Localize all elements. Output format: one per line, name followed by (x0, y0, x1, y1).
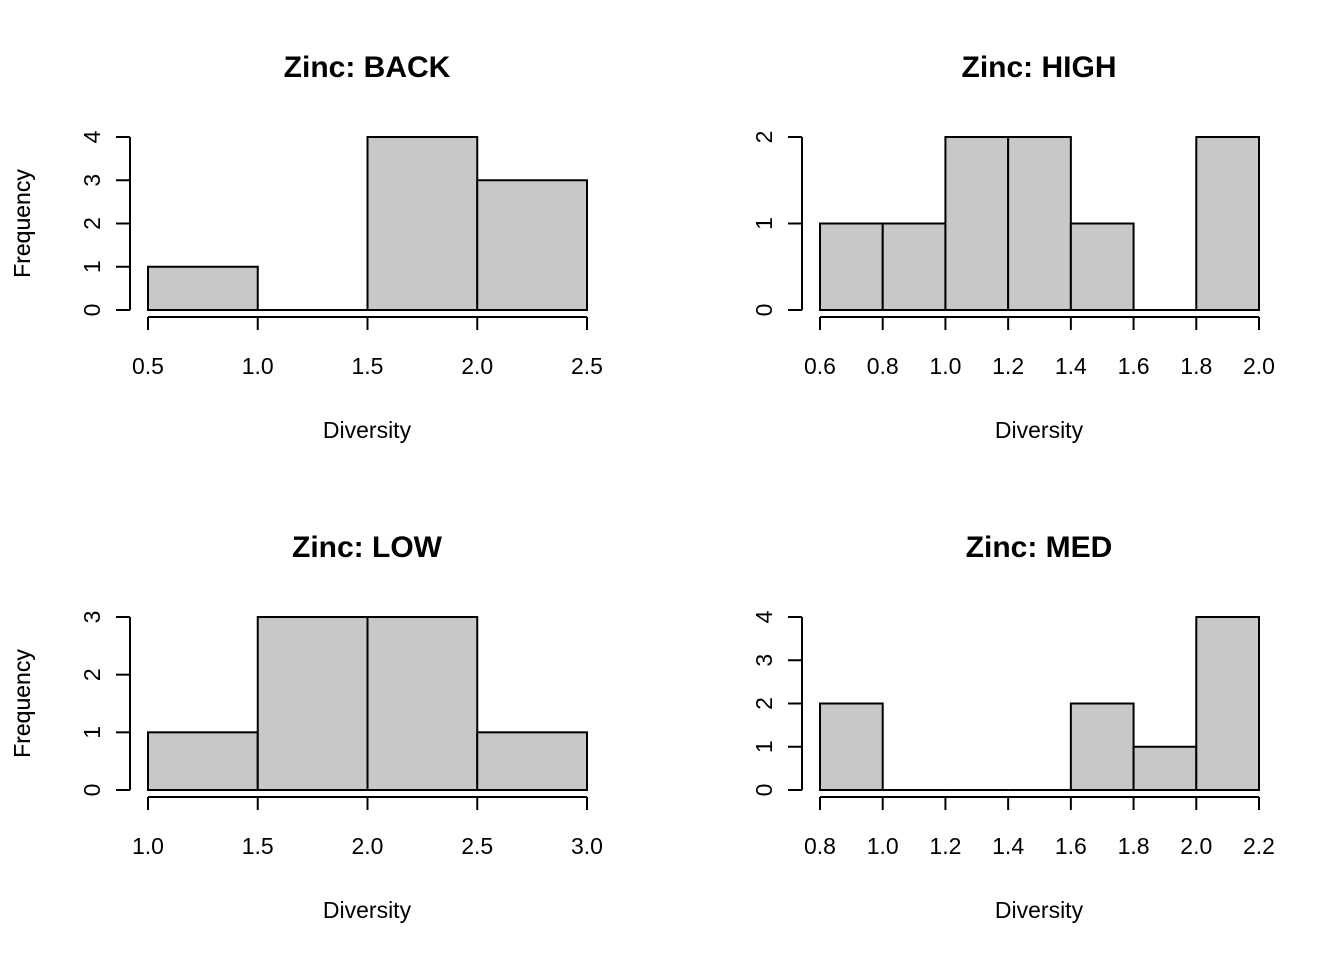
x-tick-label: 2.0 (1243, 353, 1275, 379)
histogram-bar (1069, 222, 1135, 311)
x-tick-label: 1.6 (1055, 833, 1087, 859)
chart-title: Zinc: MED (966, 531, 1113, 564)
chart-title: Zinc: HIGH (962, 51, 1117, 84)
histogram-bar (147, 265, 259, 311)
x-tick-label: 1.0 (242, 353, 274, 379)
y-tick-label: 0 (79, 304, 105, 317)
histogram-bar (819, 222, 884, 311)
chart-title: Zinc: LOW (292, 531, 443, 564)
x-tick-label: 0.8 (804, 833, 836, 859)
x-axis-label: Diversity (995, 417, 1084, 443)
histogram-bar (256, 616, 369, 791)
y-axis-label: Frequency (9, 169, 35, 278)
histogram-panel-3: Zinc: LOW 1.0 1.5 2.0 2.5 3.0 Diversity 0 1 2 3 Fre… (9, 531, 603, 923)
x-tick-label: 0.5 (132, 353, 164, 379)
x-tick-label: 2.0 (1180, 833, 1212, 859)
y-tick-label: 3 (79, 611, 105, 624)
x-tick-label: 2.5 (571, 353, 603, 379)
y-tick-label: 0 (751, 304, 777, 317)
x-tick-label: 1.0 (929, 353, 961, 379)
chart-title: Zinc: BACK (284, 51, 451, 84)
x-axis-label: Diversity (995, 897, 1084, 923)
histogram-bar (476, 179, 588, 311)
x-tick-label: 2.0 (352, 833, 384, 859)
histogram-bar (1195, 136, 1261, 311)
y-tick-label: 4 (751, 610, 777, 623)
x-tick-label: 2.2 (1243, 833, 1275, 859)
y-tick-label: 2 (751, 131, 777, 144)
x-tick-label: 2.0 (461, 353, 493, 379)
y-tick-label: 2 (79, 668, 105, 681)
x-tick-label: 1.8 (1180, 353, 1212, 379)
histogram-panel-1: Zinc: BACK 0.5 1.0 1.5 2.0 2.5 Diversity 0 1 2 3 4 F… (9, 51, 603, 443)
y-tick-label: 3 (751, 654, 777, 667)
x-tick-label: 1.5 (352, 353, 384, 379)
histogram-bar (147, 731, 259, 791)
y-tick-label: 1 (79, 726, 105, 739)
histogram-bar (366, 616, 479, 791)
histogram-bar (366, 136, 479, 311)
x-axis-label: Diversity (323, 897, 412, 923)
histogram-bar (944, 136, 1010, 311)
x-tick-label: 1.5 (242, 833, 274, 859)
y-axis-label: Frequency (9, 649, 35, 758)
histogram-bar (1195, 616, 1261, 791)
histogram-bar (1132, 745, 1198, 791)
y-axis-label: Frequency (9, 649, 35, 758)
x-tick-label: 1.2 (929, 833, 961, 859)
y-tick-label: 4 (79, 130, 105, 143)
x-tick-label: 1.0 (867, 833, 899, 859)
y-axis-label: Frequency (9, 169, 35, 278)
x-tick-label: 1.6 (1118, 353, 1150, 379)
histogram-bar (1007, 136, 1072, 311)
y-tick-label: 3 (79, 174, 105, 187)
histogram-panel-4: Zinc: MED 0.8 1.0 1.2 1.4 1.6 1.8 2.0 2.2 Diversi… (9, 531, 1275, 923)
histogram-bar (881, 222, 947, 311)
y-tick-label: 0 (751, 784, 777, 797)
x-tick-label: 0.8 (867, 353, 899, 379)
histogram-panel-2: Zinc: HIGH 0.6 0.8 1.0 1.2 1.4 1.6 1.8 2.0 Divers… (9, 51, 1275, 443)
x-tick-label: 1.0 (132, 833, 164, 859)
x-tick-label: 0.6 (804, 353, 836, 379)
x-tick-label: 1.4 (992, 833, 1024, 859)
x-tick-label: 3.0 (571, 833, 603, 859)
y-tick-label: 1 (751, 740, 777, 753)
y-tick-label: 1 (751, 217, 777, 230)
histogram-bar (819, 702, 884, 791)
x-tick-label: 2.5 (461, 833, 493, 859)
x-axis-label: Diversity (323, 417, 412, 443)
histogram-bar (476, 731, 588, 791)
x-tick-label: 1.2 (992, 353, 1024, 379)
x-tick-label: 1.4 (1055, 353, 1087, 379)
x-tick-label: 1.8 (1118, 833, 1150, 859)
y-tick-label: 2 (751, 697, 777, 710)
y-tick-label: 2 (79, 217, 105, 230)
y-tick-label: 1 (79, 260, 105, 273)
histogram-bar (1069, 702, 1135, 791)
y-tick-label: 0 (79, 784, 105, 797)
